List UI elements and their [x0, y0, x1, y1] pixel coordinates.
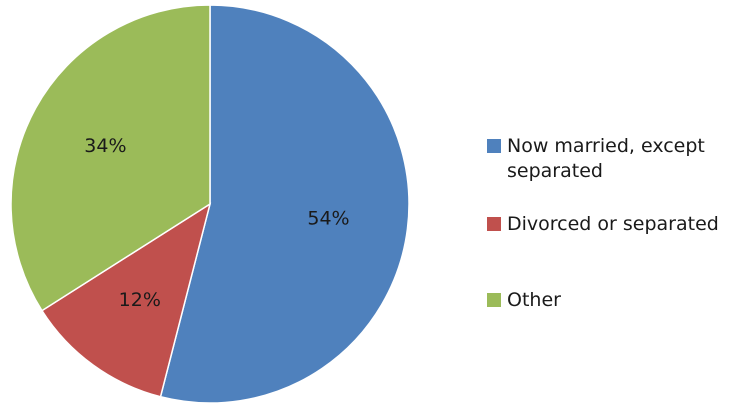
data-label-divorced: 12%: [119, 289, 161, 311]
legend-label-other: Other: [507, 289, 561, 311]
pie-slice-divorced: [40, 202, 212, 398]
legend-item-divorced: Divorced or separated: [487, 212, 747, 237]
pie-slice-now-married: [159, 4, 410, 404]
legend-item-now-married: Now married, except separated: [487, 134, 747, 184]
legend-item-other: Other: [487, 288, 747, 313]
legend-label-now-married: Now married, except separated: [507, 135, 705, 182]
data-label-other: 34%: [84, 135, 126, 157]
pie-slice-other: [10, 4, 211, 312]
legend-swatch-divorced: [487, 217, 501, 231]
legend-swatch-now-married: [487, 139, 501, 153]
legend-label-divorced: Divorced or separated: [507, 213, 719, 235]
data-label-now-married: 54%: [307, 208, 349, 230]
legend-swatch-other: [487, 293, 501, 307]
